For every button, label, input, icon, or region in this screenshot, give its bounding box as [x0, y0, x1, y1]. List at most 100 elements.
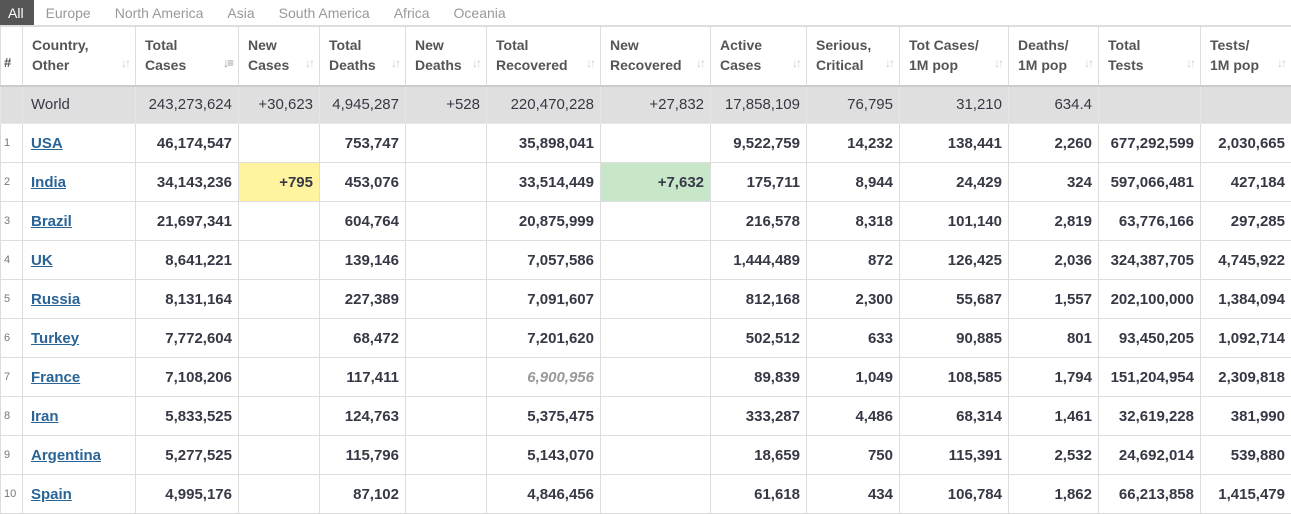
- cases-per-million-cell: 106,784: [900, 475, 1009, 514]
- total-tests-cell: 677,292,599: [1099, 124, 1201, 163]
- header-label-line1: Total: [496, 35, 594, 55]
- total-cases-cell: 8,641,221: [136, 241, 239, 280]
- active-cases-cell: 216,578: [711, 202, 807, 241]
- country-link[interactable]: France: [31, 369, 80, 386]
- serious-critical-cell: 4,486: [807, 397, 900, 436]
- tab-all[interactable]: All: [0, 0, 34, 25]
- country-link[interactable]: Turkey: [31, 330, 79, 347]
- sort-descending-icon[interactable]: ↓≡: [223, 53, 232, 73]
- total-tests-cell: 597,066,481: [1099, 163, 1201, 202]
- total-recovered-cell: 7,091,607: [487, 280, 601, 319]
- serious-critical-cell: 76,795: [807, 86, 900, 124]
- sort-updown-icon[interactable]: ↓↑: [994, 53, 1002, 73]
- header-label-line2: 1M pop: [1018, 55, 1092, 75]
- tab-oceania[interactable]: Oceania: [442, 0, 518, 25]
- header-label-line2: Cases: [145, 55, 232, 75]
- deaths-per-million-cell: 634.4: [1009, 86, 1099, 124]
- country-link[interactable]: USA: [31, 135, 63, 152]
- country-link[interactable]: UK: [31, 252, 53, 269]
- header-rank[interactable]: #: [1, 27, 23, 86]
- header-label-line1: New: [248, 35, 313, 55]
- country-link[interactable]: Spain: [31, 486, 72, 503]
- country-link[interactable]: India: [31, 174, 66, 191]
- total-tests-cell: 93,450,205: [1099, 319, 1201, 358]
- country-link[interactable]: Argentina: [31, 447, 101, 464]
- new-recovered-cell: [601, 241, 711, 280]
- sort-updown-icon[interactable]: ↓↑: [1277, 53, 1285, 73]
- sort-updown-icon[interactable]: ↓↑: [1084, 53, 1092, 73]
- header-deaths-per-million[interactable]: Deaths/1M pop↓↑: [1009, 27, 1099, 86]
- header-cases-per-million[interactable]: Tot Cases/1M pop↓↑: [900, 27, 1009, 86]
- active-cases-cell: 89,839: [711, 358, 807, 397]
- serious-critical-cell: 434: [807, 475, 900, 514]
- header-label-line2: Recovered: [610, 55, 704, 75]
- total-deaths-cell: 139,146: [320, 241, 406, 280]
- header-country[interactable]: Country,Other↓↑: [23, 27, 136, 86]
- tab-asia[interactable]: Asia: [215, 0, 266, 25]
- new-cases-cell: [239, 397, 320, 436]
- header-tests-per-million[interactable]: Tests/1M pop↓↑: [1201, 27, 1291, 86]
- country-link[interactable]: Iran: [31, 408, 59, 425]
- sort-updown-icon[interactable]: ↓↑: [472, 53, 480, 73]
- new-deaths-cell: [406, 436, 487, 475]
- total-deaths-cell: 453,076: [320, 163, 406, 202]
- tab-europe[interactable]: Europe: [34, 0, 103, 25]
- country-link[interactable]: Russia: [31, 291, 80, 308]
- total-deaths-cell: 227,389: [320, 280, 406, 319]
- total-tests-cell: 32,619,228: [1099, 397, 1201, 436]
- deaths-per-million-cell: 2,260: [1009, 124, 1099, 163]
- active-cases-cell: 502,512: [711, 319, 807, 358]
- total-recovered-cell: 20,875,999: [487, 202, 601, 241]
- total-recovered-cell: 7,057,586: [487, 241, 601, 280]
- tab-south-america[interactable]: South America: [267, 0, 382, 25]
- new-deaths-cell: +528: [406, 86, 487, 124]
- country-link[interactable]: Brazil: [31, 213, 72, 230]
- total-cases-cell: 34,143,236: [136, 163, 239, 202]
- active-cases-cell: 333,287: [711, 397, 807, 436]
- rank-cell: 5: [1, 280, 23, 319]
- country-cell: UK: [23, 241, 136, 280]
- active-cases-cell: 17,858,109: [711, 86, 807, 124]
- rank-cell: 1: [1, 124, 23, 163]
- header-label-line1: New: [415, 35, 480, 55]
- new-cases-cell: [239, 280, 320, 319]
- rank-cell: 6: [1, 319, 23, 358]
- cases-per-million-cell: 101,140: [900, 202, 1009, 241]
- new-deaths-cell: [406, 475, 487, 514]
- sort-updown-icon[interactable]: ↓↑: [885, 53, 893, 73]
- header-label-line1: New: [610, 35, 704, 55]
- new-recovered-cell: [601, 436, 711, 475]
- total-deaths-cell: 68,472: [320, 319, 406, 358]
- country-cell: Russia: [23, 280, 136, 319]
- deaths-per-million-cell: 2,036: [1009, 241, 1099, 280]
- sort-updown-icon[interactable]: ↓↑: [391, 53, 399, 73]
- total-cases-cell: 21,697,341: [136, 202, 239, 241]
- tab-north-america[interactable]: North America: [103, 0, 216, 25]
- deaths-per-million-cell: 1,862: [1009, 475, 1099, 514]
- active-cases-cell: 61,618: [711, 475, 807, 514]
- sort-updown-icon[interactable]: ↓↑: [121, 53, 129, 73]
- header-serious-critical[interactable]: Serious,Critical↓↑: [807, 27, 900, 86]
- sort-updown-icon[interactable]: ↓↑: [1186, 53, 1194, 73]
- sort-updown-icon[interactable]: ↓↑: [696, 53, 704, 73]
- header-label-line1: Tests/: [1210, 35, 1285, 55]
- sort-updown-icon[interactable]: ↓↑: [586, 53, 594, 73]
- sort-updown-icon[interactable]: ↓↑: [305, 53, 313, 73]
- sort-updown-icon[interactable]: ↓↑: [792, 53, 800, 73]
- new-recovered-cell: +7,632: [601, 163, 711, 202]
- header-label-line2: Critical: [816, 55, 893, 75]
- total-deaths-cell: 4,945,287: [320, 86, 406, 124]
- new-cases-cell: [239, 202, 320, 241]
- total-tests-cell: 24,692,014: [1099, 436, 1201, 475]
- tab-africa[interactable]: Africa: [382, 0, 442, 25]
